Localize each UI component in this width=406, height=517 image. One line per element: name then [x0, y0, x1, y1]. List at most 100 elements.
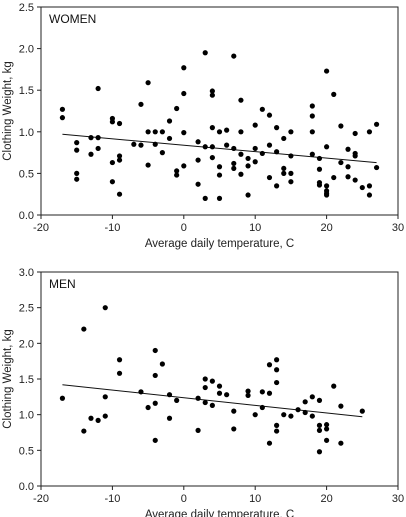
women-data-point	[145, 129, 151, 135]
men-data-point	[209, 378, 215, 384]
women-data-point	[202, 50, 208, 56]
men-data-point	[274, 428, 280, 434]
women-data-point	[195, 181, 201, 187]
men-data-point	[309, 394, 315, 400]
women-data-point	[166, 135, 173, 142]
women-data-point	[74, 147, 80, 153]
women-data-point	[202, 195, 208, 201]
men-data-point	[266, 362, 273, 368]
men-data-point	[209, 402, 215, 408]
women-data-point	[274, 149, 280, 155]
men-data-point	[309, 413, 315, 419]
women-data-point	[88, 151, 94, 157]
men-x-tick-label: 0	[181, 493, 187, 505]
women-data-point	[166, 118, 173, 124]
men-data-point	[166, 415, 173, 421]
women-data-point	[259, 106, 265, 112]
women-x-tick-label: 30	[392, 222, 404, 234]
women-y-tick-label: 0.0	[19, 210, 34, 222]
men-data-point	[195, 427, 201, 433]
women-data-point	[181, 163, 187, 169]
women-data-point	[59, 115, 66, 121]
women-data-point	[174, 105, 180, 112]
women-data-point	[345, 174, 351, 180]
women-data-point	[324, 68, 330, 74]
men-data-point	[359, 408, 365, 414]
women-data-point	[266, 142, 273, 148]
men-data-point	[88, 415, 94, 421]
women-data-point	[209, 144, 215, 150]
women-data-point	[224, 142, 230, 148]
women-y-tick-label: 2.5	[19, 2, 34, 14]
women-data-point	[181, 90, 187, 97]
women-data-point	[266, 174, 273, 181]
men-data-point	[138, 389, 144, 395]
women-data-point	[174, 168, 180, 174]
men-panel-label: MEN	[49, 277, 76, 291]
women-data-point	[109, 179, 115, 185]
women-x-tick-label: -10	[104, 222, 120, 234]
women-data-point	[216, 172, 223, 178]
women-data-point	[195, 157, 201, 163]
men-plot-frame	[40, 271, 399, 487]
women-data-point	[238, 97, 244, 103]
women-x-tick-label: -20	[33, 222, 49, 234]
men-data-point	[159, 361, 165, 367]
women-data-point	[216, 129, 223, 135]
men-data-point	[245, 392, 251, 399]
women-data-point	[131, 141, 137, 147]
women-data-point	[145, 162, 151, 168]
men-x-tick-label: 20	[320, 493, 332, 505]
men-data-point	[316, 397, 323, 403]
men-y-tick-label: 1.5	[19, 374, 34, 386]
women-data-point	[138, 142, 144, 148]
women-data-point	[359, 184, 365, 191]
women-data-point	[145, 80, 151, 86]
men-x-tick-label: 30	[392, 493, 404, 505]
women-data-point	[352, 130, 358, 137]
women-data-point	[274, 183, 280, 189]
women-data-point	[373, 121, 380, 127]
women-data-point	[181, 130, 187, 136]
men-panel: -20 -10 0 10 20 30 0.0 0.5 1.0 1.5 2.0 2.5 3.0 MEN Ave…	[2, 267, 404, 517]
women-data-point	[352, 177, 358, 183]
women-data-point	[88, 135, 94, 141]
women-trend-line	[62, 133, 377, 164]
men-data-point	[316, 449, 323, 455]
women-data-point	[252, 145, 258, 152]
women-data-point	[281, 135, 287, 142]
men-data-point	[202, 384, 208, 391]
women-data-point	[252, 159, 258, 165]
men-data-point	[259, 389, 265, 395]
women-data-point	[366, 129, 373, 135]
women-data-point	[266, 112, 273, 118]
women-data-point	[309, 129, 315, 135]
women-data-point	[345, 164, 351, 170]
women-data-point	[116, 157, 123, 163]
women-data-point	[309, 103, 315, 109]
women-data-point	[324, 144, 330, 150]
men-data-point	[216, 390, 223, 396]
women-data-point	[324, 183, 330, 189]
women-data-point	[152, 141, 158, 147]
men-data-point	[274, 422, 280, 428]
women-data-point	[159, 129, 165, 135]
women-data-point	[195, 139, 201, 145]
women-x-tick-label: 20	[320, 222, 332, 234]
men-data-point	[252, 412, 258, 418]
women-data-point	[281, 170, 287, 176]
women-data-point	[231, 53, 237, 59]
men-y-tick-label: 1.0	[19, 410, 34, 422]
women-data-point	[352, 153, 358, 159]
women-data-point	[116, 153, 123, 159]
women-data-point	[109, 159, 115, 166]
men-data-point	[288, 413, 294, 419]
men-data-point	[274, 379, 280, 386]
men-data-point	[102, 394, 108, 400]
men-y-axis-label: Clothing Weight, kg	[2, 329, 14, 429]
men-y-tick-label: 2.0	[19, 338, 34, 350]
men-data-point	[274, 357, 280, 363]
women-data-point	[138, 101, 144, 107]
women-data-point	[288, 170, 294, 176]
women-data-point	[95, 145, 101, 152]
